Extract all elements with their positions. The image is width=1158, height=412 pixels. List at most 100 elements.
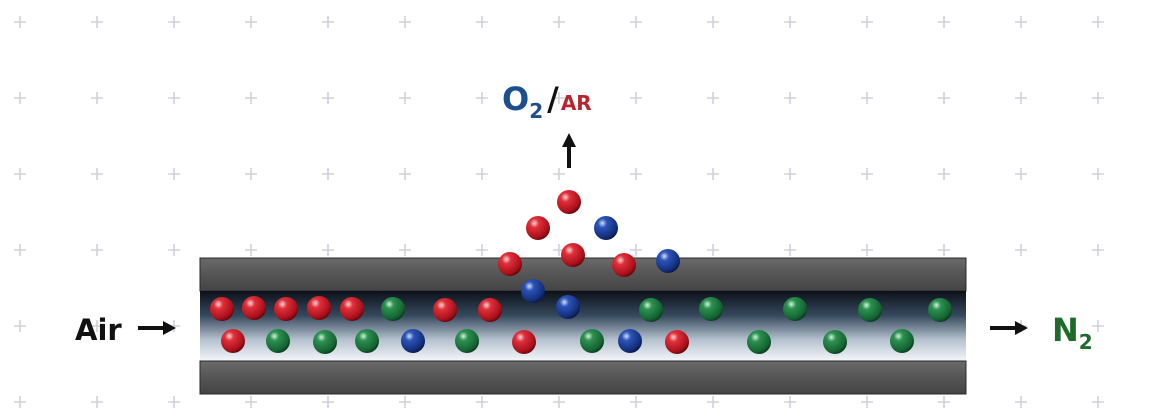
grid-plus [399, 168, 411, 180]
grid-plus [245, 396, 257, 408]
grid-plus [784, 396, 796, 408]
nitrogen-molecule [783, 297, 807, 321]
grid-plus [784, 168, 796, 180]
grid-plus [1092, 244, 1104, 256]
tube-upper-wall [199, 257, 967, 292]
grid-plus [168, 92, 180, 104]
grid-plus [399, 396, 411, 408]
grid-plus [938, 16, 950, 28]
grid-plus [553, 16, 565, 28]
nitrogen-molecule [355, 329, 379, 353]
gas-molecules [210, 190, 952, 354]
flow-arrows [138, 133, 1028, 335]
argon-molecule [594, 216, 618, 240]
grid-plus [861, 168, 873, 180]
grid-plus [476, 396, 488, 408]
nitrogen-molecule [455, 329, 479, 353]
argon-molecule [556, 295, 580, 319]
o2-base: O [502, 80, 529, 118]
grid-plus [245, 16, 257, 28]
grid-plus [168, 396, 180, 408]
grid-plus [14, 320, 26, 332]
nitrogen-molecule [381, 297, 405, 321]
grid-plus [322, 244, 334, 256]
oxygen-molecule [242, 296, 266, 320]
grid-plus [1015, 168, 1027, 180]
air-inlet-label: Air [75, 313, 122, 347]
grid-plus [707, 396, 719, 408]
grid-plus [168, 16, 180, 28]
permeate-arrow [562, 133, 576, 168]
grid-plus [14, 92, 26, 104]
outlet-arrow [990, 321, 1028, 335]
nitrogen-molecule [639, 298, 663, 322]
grid-plus [630, 16, 642, 28]
grid-plus [14, 396, 26, 408]
grid-plus [707, 92, 719, 104]
grid-plus [14, 16, 26, 28]
oxygen-molecule [665, 330, 689, 354]
n2-outlet-label: N2 [1052, 311, 1093, 354]
permeate-label: O2/AR [502, 80, 592, 123]
argon-molecule [618, 329, 642, 353]
grid-plus [476, 92, 488, 104]
o2-subscript: 2 [529, 99, 543, 123]
grid-plus [861, 92, 873, 104]
oxygen-molecule [340, 297, 364, 321]
argon-molecule [401, 329, 425, 353]
oxygen-molecule [274, 297, 298, 321]
grid-plus [1015, 16, 1027, 28]
oxygen-molecule [478, 298, 502, 322]
oxygen-molecule [561, 243, 585, 267]
grid-plus [630, 168, 642, 180]
grid-plus [245, 92, 257, 104]
grid-plus [630, 92, 642, 104]
oxygen-molecule [557, 190, 581, 214]
grid-plus [399, 244, 411, 256]
grid-plus [91, 92, 103, 104]
argon-molecule [656, 249, 680, 273]
grid-plus [1092, 16, 1104, 28]
permeate-slash: / [547, 80, 559, 118]
nitrogen-molecule [313, 330, 337, 354]
grid-plus [14, 168, 26, 180]
grid-plus [322, 396, 334, 408]
oxygen-molecule [433, 298, 457, 322]
nitrogen-molecule [747, 330, 771, 354]
grid-plus [630, 396, 642, 408]
oxygen-molecule [498, 252, 522, 276]
grid-plus [938, 244, 950, 256]
tube-lower-wall [199, 360, 967, 395]
grid-plus [553, 92, 565, 104]
ar-label: AR [561, 91, 592, 115]
nitrogen-molecule [823, 330, 847, 354]
grid-plus [168, 244, 180, 256]
grid-plus [1092, 396, 1104, 408]
grid-plus [14, 244, 26, 256]
grid-plus [476, 244, 488, 256]
grid-plus [1015, 244, 1027, 256]
grid-plus [91, 16, 103, 28]
n2-base: N [1052, 311, 1079, 349]
grid-plus [630, 244, 642, 256]
oxygen-molecule [221, 329, 245, 353]
inlet-arrow [138, 321, 176, 335]
grid-plus [861, 244, 873, 256]
oxygen-molecule [210, 297, 234, 321]
grid-plus [399, 92, 411, 104]
grid-plus [861, 396, 873, 408]
grid-plus [938, 92, 950, 104]
grid-plus [784, 16, 796, 28]
grid-plus [476, 168, 488, 180]
grid-plus [707, 168, 719, 180]
grid-plus [784, 244, 796, 256]
grid-plus [245, 168, 257, 180]
membrane-tube [199, 257, 967, 395]
nitrogen-molecule [928, 298, 952, 322]
nitrogen-molecule [890, 329, 914, 353]
grid-plus [476, 16, 488, 28]
grid-plus [245, 244, 257, 256]
grid-plus [1092, 92, 1104, 104]
grid-plus [91, 320, 103, 332]
